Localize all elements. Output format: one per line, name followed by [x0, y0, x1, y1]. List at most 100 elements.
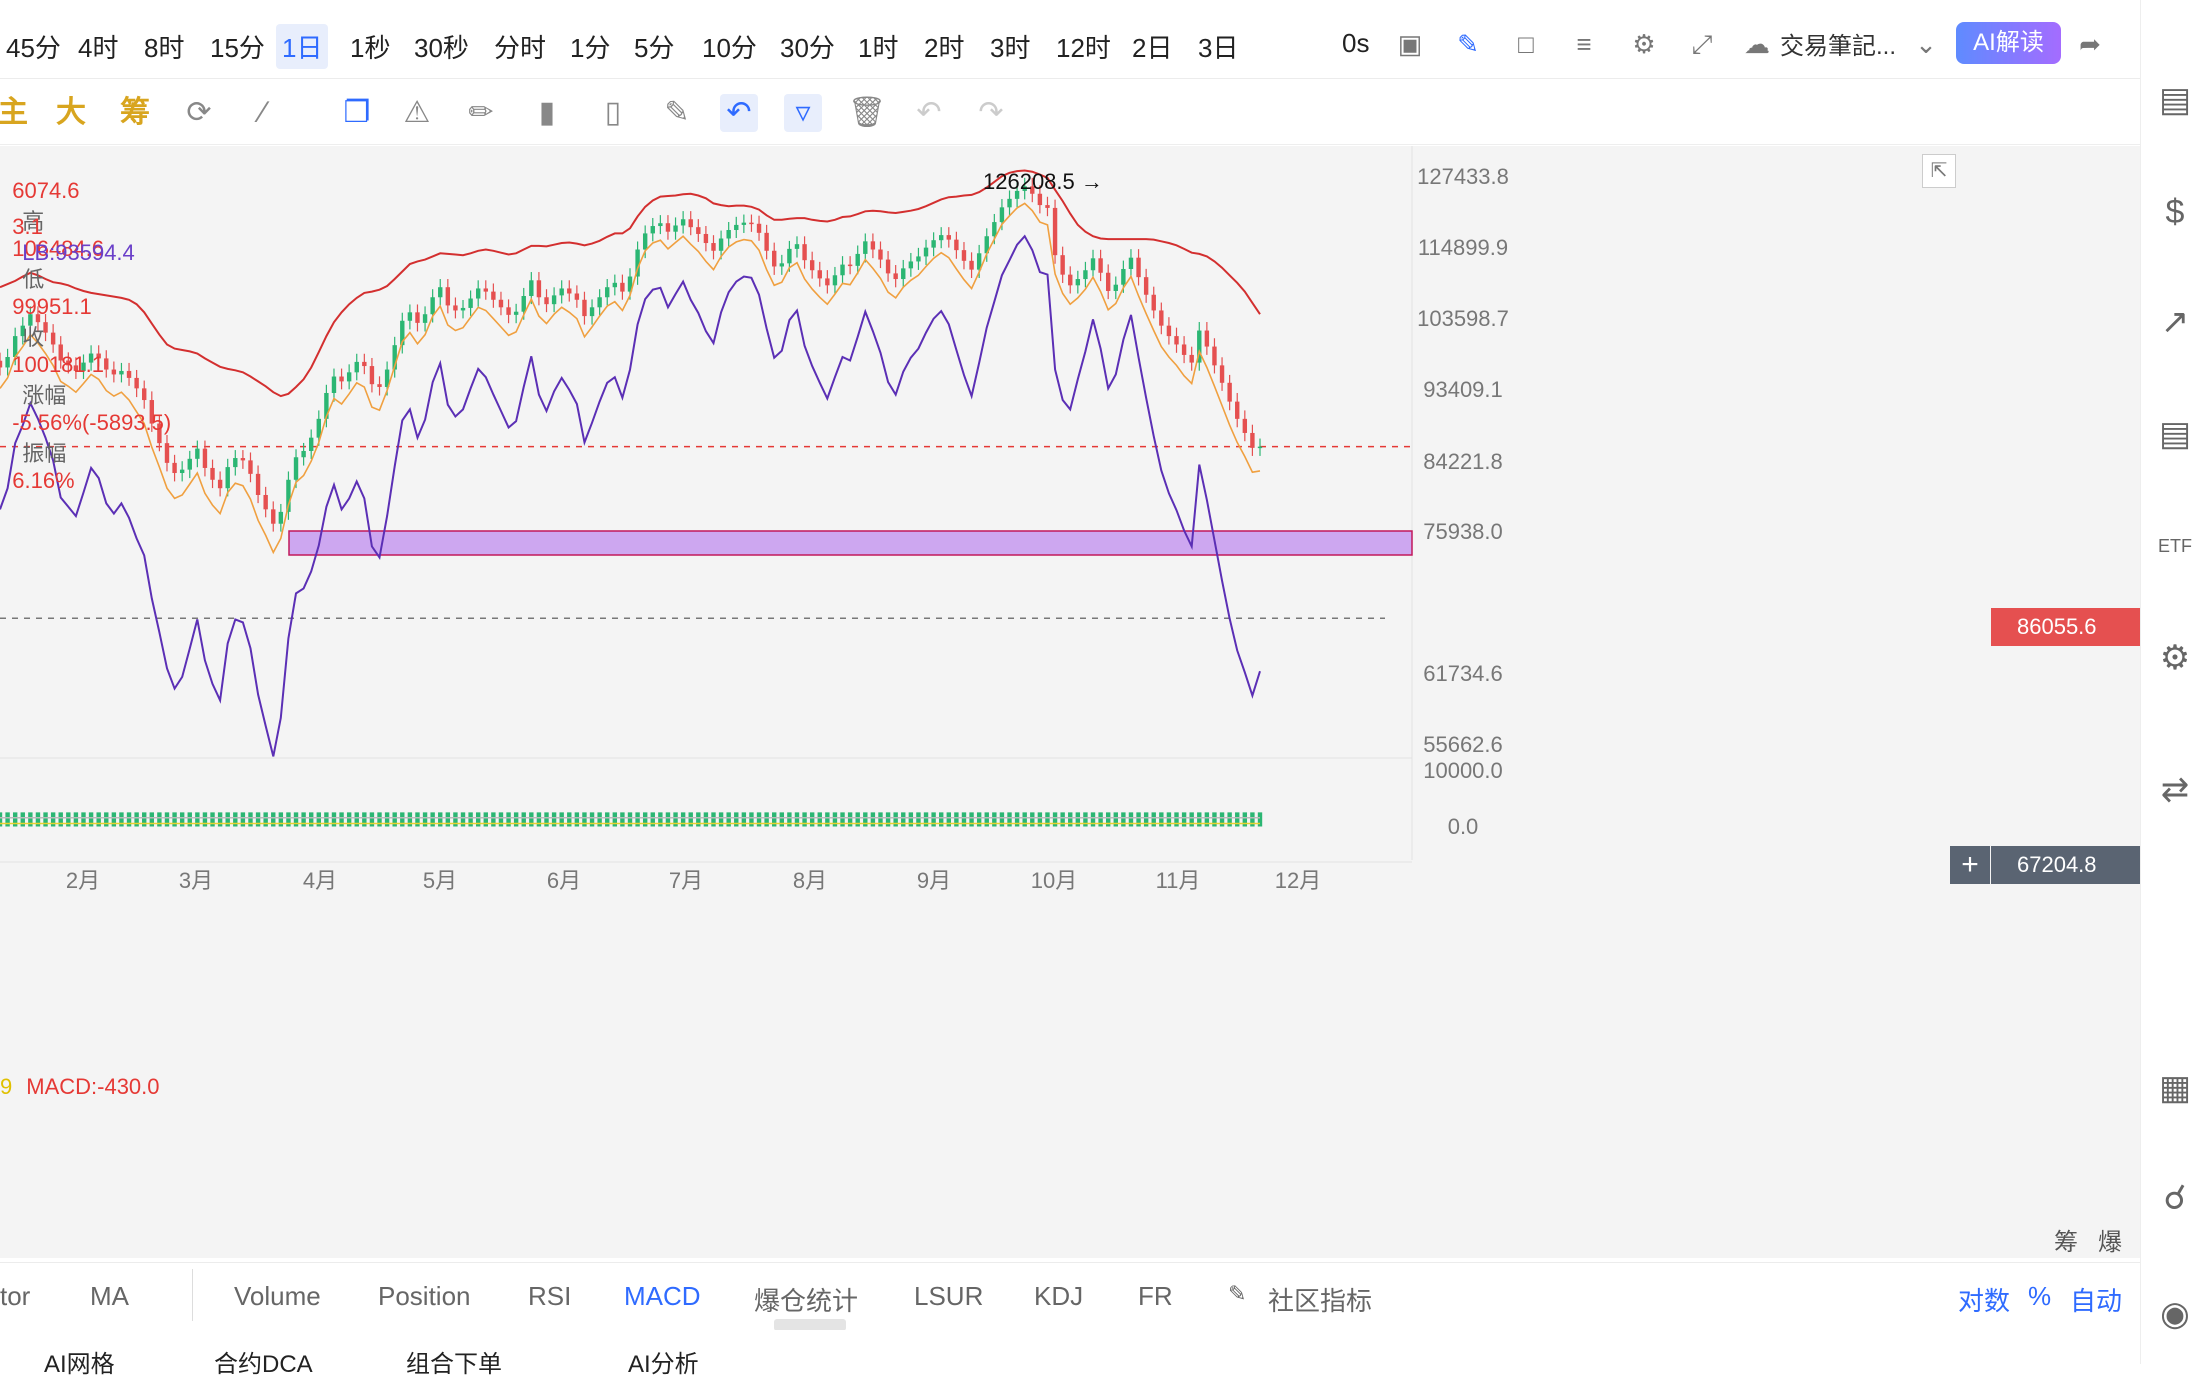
candle — [278, 511, 284, 524]
trash-icon[interactable]: 🗑 — [848, 96, 887, 129]
redo-icon[interactable]: ↷ — [978, 96, 1004, 129]
footer-dca[interactable]: 合约DCA — [214, 1351, 313, 1378]
tab-liquidation[interactable]: 爆仓统计 — [754, 1286, 859, 1316]
tab-volume[interactable]: Volume — [234, 1281, 321, 1311]
tf-10m[interactable]: 10分 — [702, 33, 757, 63]
macd-bar — [1121, 812, 1126, 827]
tf-1s[interactable]: 1秒 — [350, 33, 391, 63]
collapse-handle[interactable] — [774, 1319, 846, 1331]
headset-icon[interactable]: ☌ — [2163, 1179, 2187, 1217]
filter-icon[interactable]: ▿ — [784, 94, 822, 132]
tf-3d[interactable]: 3日 — [1198, 33, 1239, 63]
price-chart[interactable]: 126208.5 → 127433.8 114899.9 103598.7 93409… — [0, 146, 2140, 1258]
tf-3h[interactable]: 3时 — [990, 33, 1031, 63]
burst-axis-label[interactable]: 爆 — [2098, 1229, 2122, 1256]
macd-bar — [696, 812, 701, 827]
footer-tabs: AI网格 合约DCA 组合下单 AI分析 — [0, 1330, 2140, 1378]
candle — [1197, 330, 1202, 363]
candle — [50, 332, 56, 345]
chevron-down-icon[interactable]: ⌄ — [1915, 29, 1937, 59]
footer-ai-analysis[interactable]: AI分析 — [628, 1351, 699, 1378]
camera-icon[interactable]: ▣ — [1397, 29, 1423, 59]
share-icon[interactable]: ➦ — [2079, 29, 2101, 59]
chip-toggle[interactable]: 筹 — [120, 96, 150, 129]
macd-bar — [946, 812, 951, 827]
main-chart-toggle[interactable]: 主 — [0, 96, 28, 129]
list-icon[interactable]: ≡ — [1576, 29, 1592, 59]
trade-notes-dropdown[interactable]: 交易筆記... — [1780, 33, 1897, 60]
trend-icon[interactable]: ↗ — [2160, 303, 2190, 341]
tf-2h[interactable]: 2时 — [924, 33, 965, 63]
expand-icon[interactable]: ⇱ — [1922, 154, 1956, 188]
assistant-icon[interactable]: ◉ — [2160, 1295, 2190, 1333]
tab-indicator[interactable]: tor — [0, 1281, 31, 1311]
tf-12h[interactable]: 12时 — [1056, 33, 1111, 63]
candles-icon[interactable]: ▮ — [538, 96, 556, 129]
chip-axis-label[interactable]: 筹 — [2054, 1229, 2078, 1256]
candle — [779, 263, 785, 267]
exchange-icon[interactable]: ⇄ — [2160, 771, 2190, 809]
monitor-icon[interactable]: ▤ — [2158, 415, 2192, 453]
footer-combo-order[interactable]: 组合下单 — [406, 1351, 502, 1378]
candle — [1219, 365, 1225, 383]
etf-icon[interactable]: ETF — [2158, 536, 2192, 556]
big-order-toggle[interactable]: 大 — [56, 96, 86, 129]
crop-icon[interactable]: □ — [1518, 29, 1534, 59]
undo-icon[interactable]: ↶ — [916, 96, 942, 129]
tf-2d[interactable]: 2日 — [1132, 33, 1173, 63]
tab-lsur[interactable]: LSUR — [914, 1281, 984, 1311]
tf-timeshare[interactable]: 分时 — [494, 33, 547, 63]
tf-30s[interactable]: 30秒 — [414, 33, 469, 63]
tf-4h[interactable]: 4时 — [78, 33, 119, 63]
layout-icon[interactable]: ▦ — [2158, 1069, 2192, 1107]
tf-45m[interactable]: 45分 — [6, 33, 61, 63]
tf-8h[interactable]: 8时 — [144, 33, 185, 63]
refresh-icon[interactable]: ⟳ — [186, 96, 212, 129]
ruler-icon[interactable]: ⚠ — [403, 96, 431, 129]
rect-icon[interactable]: ▯ — [604, 96, 622, 129]
settings-icon[interactable]: ⚙ — [1632, 29, 1656, 59]
log-scale-toggle[interactable]: 对数 — [1958, 1286, 2011, 1316]
zero-s-label[interactable]: 0s — [1342, 28, 1370, 58]
edit-icon[interactable]: ✎ — [1228, 1281, 1247, 1306]
candle — [293, 457, 299, 480]
robot-icon[interactable]: ⚙ — [2159, 639, 2191, 677]
magnet-icon[interactable]: ↶ — [720, 94, 758, 132]
candle — [20, 325, 25, 337]
brush-icon[interactable]: ✏ — [468, 96, 494, 129]
tf-1d[interactable]: 1日 — [276, 24, 329, 69]
tab-position[interactable]: Position — [378, 1281, 471, 1311]
candle — [1052, 207, 1058, 256]
tf-30m[interactable]: 30分 — [780, 33, 835, 63]
chart-area[interactable]: 126208.5 → 127433.8 114899.9 103598.7 93409… — [0, 146, 2140, 1258]
copy-icon[interactable]: ❐ — [343, 96, 371, 129]
tf-1h[interactable]: 1时 — [858, 33, 899, 63]
footer-ai-grid[interactable]: AI网格 — [44, 1351, 115, 1378]
ohlc-info: 6074.6 高 106484.6 低 99951.1 收 100181.1 涨… — [0, 152, 171, 494]
auto-toggle[interactable]: 自动 — [2070, 1286, 2123, 1316]
tab-community[interactable]: 社区指标 — [1268, 1286, 1373, 1316]
document-icon[interactable]: ▤ — [2158, 81, 2192, 119]
add-line-icon[interactable]: + — [1950, 846, 1990, 884]
tab-fr[interactable]: FR — [1138, 1281, 1173, 1311]
candle — [233, 458, 238, 468]
tf-1m[interactable]: 1分 — [570, 33, 611, 63]
tab-kdj[interactable]: KDJ — [1034, 1281, 1084, 1311]
dollar-icon[interactable]: $ — [2165, 193, 2185, 231]
macd-bar — [96, 812, 101, 827]
tab-ma[interactable]: MA — [90, 1281, 129, 1311]
tab-rsi[interactable]: RSI — [528, 1281, 572, 1311]
note-icon[interactable]: ✎ — [664, 96, 690, 129]
ai-interpret-button[interactable]: AI解读 — [1956, 22, 2061, 64]
macd-bar — [506, 812, 511, 827]
tab-macd[interactable]: MACD — [624, 1281, 701, 1311]
candle — [377, 384, 382, 387]
tf-5m[interactable]: 5分 — [634, 33, 675, 63]
fullscreen-icon[interactable]: ⤢ — [1691, 29, 1713, 59]
tf-15m[interactable]: 15分 — [210, 33, 265, 63]
macd-bar — [331, 812, 337, 827]
lower-band-line — [0, 234, 1261, 757]
pencil-icon[interactable]: ✎ — [1457, 29, 1479, 59]
line-tool-icon[interactable]: ∕ — [260, 96, 266, 129]
percent-toggle[interactable]: % — [2028, 1281, 2052, 1311]
